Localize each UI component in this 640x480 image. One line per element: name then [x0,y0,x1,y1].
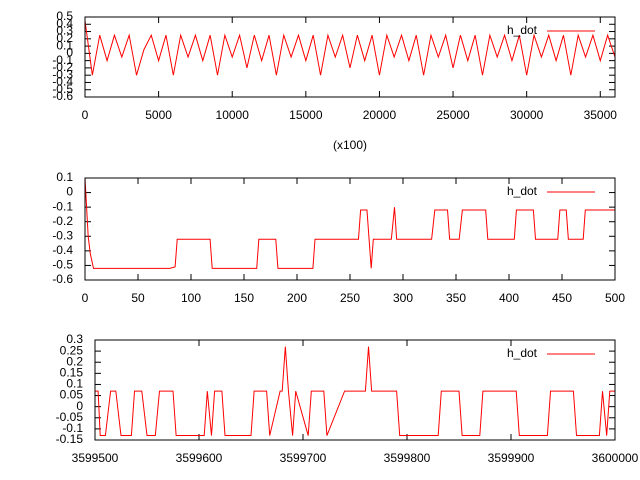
x-tick-label: 0 [82,108,89,122]
y-tick-label: -0.6 [52,272,73,286]
y-tick-label: 0 [66,185,73,199]
y-tick-label: -0.2 [52,214,73,228]
plot-frame [84,177,616,281]
y-tick-label: 0.15 [60,366,84,380]
y-tick-label: -0.1 [62,421,83,435]
y-tick-label: 0.1 [56,170,73,184]
x-tick-label: 100 [181,291,201,305]
y-tick-label: -0.5 [52,258,73,272]
y-tick-label: 0.05 [60,388,84,402]
plot-frame [94,339,616,441]
y-tick-label: 0.1 [56,38,73,52]
x-tick-label: 3599500 [72,451,119,465]
y-tick-label: 0 [66,46,73,60]
x-tick-label: 0 [82,291,89,305]
legend-label: h_dot [507,184,538,198]
x-tick-label: 3599900 [488,451,535,465]
x-tick-label: 3599700 [280,451,327,465]
y-tick-label: -0.1 [52,53,73,67]
y-tick-label: -0.5 [52,82,73,96]
x-tick-label: 150 [234,291,254,305]
y-tick-label: 0.1 [66,377,83,391]
y-tick-label: -0.05 [56,410,84,424]
x-tick-label: 30000 [510,108,544,122]
y-tick-label: -0.4 [52,243,73,257]
data-line [95,346,615,437]
y-tick-label: -0.3 [52,228,73,242]
x-tick-label: 350 [446,291,466,305]
x-tick-label: 15000 [289,108,323,122]
y-tick-label: 0.5 [56,9,73,23]
data-line [84,177,615,269]
x-tick-label: 450 [552,291,572,305]
y-tick-label: 0.3 [66,332,83,346]
y-tick-label: -0.6 [52,89,73,103]
y-tick-label: 0.2 [66,354,83,368]
legend-label: h_dot [507,346,538,360]
y-tick-label: 0.25 [60,343,84,357]
x-tick-label: 5000 [145,108,172,122]
x-tick-label: 20000 [363,108,397,122]
y-tick-label: 0 [76,399,83,413]
x-tick-label: 10000 [216,108,250,122]
x-tick-label: 50 [131,291,145,305]
x-tick-label: 200 [287,291,307,305]
x-axis-label: (x100) [333,138,367,152]
data-line [84,20,616,76]
y-tick-label: -0.4 [52,75,73,89]
x-tick-label: 35000 [584,108,618,122]
x-tick-label: 3599600 [176,451,223,465]
x-tick-label: 3600000 [592,451,639,465]
y-tick-label: 0.3 [56,24,73,38]
x-tick-label: 25000 [436,108,470,122]
x-tick-label: 400 [499,291,519,305]
y-tick-label: -0.1 [52,199,73,213]
y-tick-label: -0.2 [52,60,73,74]
plot-frame [84,16,616,98]
x-tick-label: 250 [340,291,360,305]
y-tick-label: 0.4 [56,16,73,30]
y-tick-label: -0.15 [56,432,84,446]
y-tick-label: 0.2 [56,31,73,45]
legend-label: h_dot [507,23,538,37]
x-tick-label: 500 [605,291,625,305]
x-tick-label: 300 [393,291,413,305]
x-tick-label: 3599800 [384,451,431,465]
y-tick-label: -0.3 [52,67,73,81]
